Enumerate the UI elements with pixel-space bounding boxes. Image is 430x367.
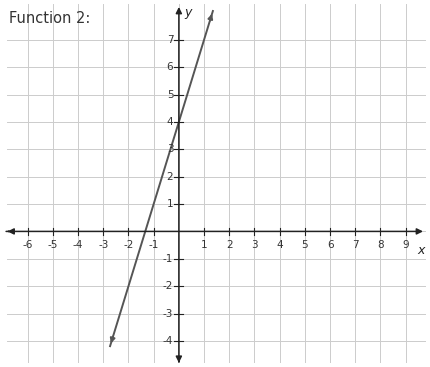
Text: -2: -2 <box>163 281 173 291</box>
Text: 4: 4 <box>167 117 173 127</box>
Text: 6: 6 <box>167 62 173 72</box>
Text: 1: 1 <box>201 240 207 250</box>
Text: y: y <box>184 6 191 19</box>
Text: 5: 5 <box>167 90 173 99</box>
Text: 1: 1 <box>167 199 173 209</box>
Text: -1: -1 <box>163 254 173 264</box>
Text: 5: 5 <box>301 240 308 250</box>
Text: -2: -2 <box>123 240 134 250</box>
Text: 8: 8 <box>377 240 384 250</box>
Text: Function 2:: Function 2: <box>9 11 90 26</box>
Text: -1: -1 <box>148 240 159 250</box>
Text: 7: 7 <box>167 35 173 45</box>
Text: -4: -4 <box>163 336 173 346</box>
Text: 9: 9 <box>402 240 409 250</box>
Text: -3: -3 <box>98 240 108 250</box>
Text: -3: -3 <box>163 309 173 319</box>
Text: 2: 2 <box>167 172 173 182</box>
Text: -4: -4 <box>73 240 83 250</box>
Text: 6: 6 <box>327 240 333 250</box>
Text: 4: 4 <box>276 240 283 250</box>
Text: 7: 7 <box>352 240 359 250</box>
Text: 2: 2 <box>226 240 233 250</box>
Text: 3: 3 <box>251 240 258 250</box>
Text: 3: 3 <box>167 144 173 154</box>
Text: x: x <box>417 244 424 257</box>
Text: -5: -5 <box>48 240 58 250</box>
Text: -6: -6 <box>22 240 33 250</box>
